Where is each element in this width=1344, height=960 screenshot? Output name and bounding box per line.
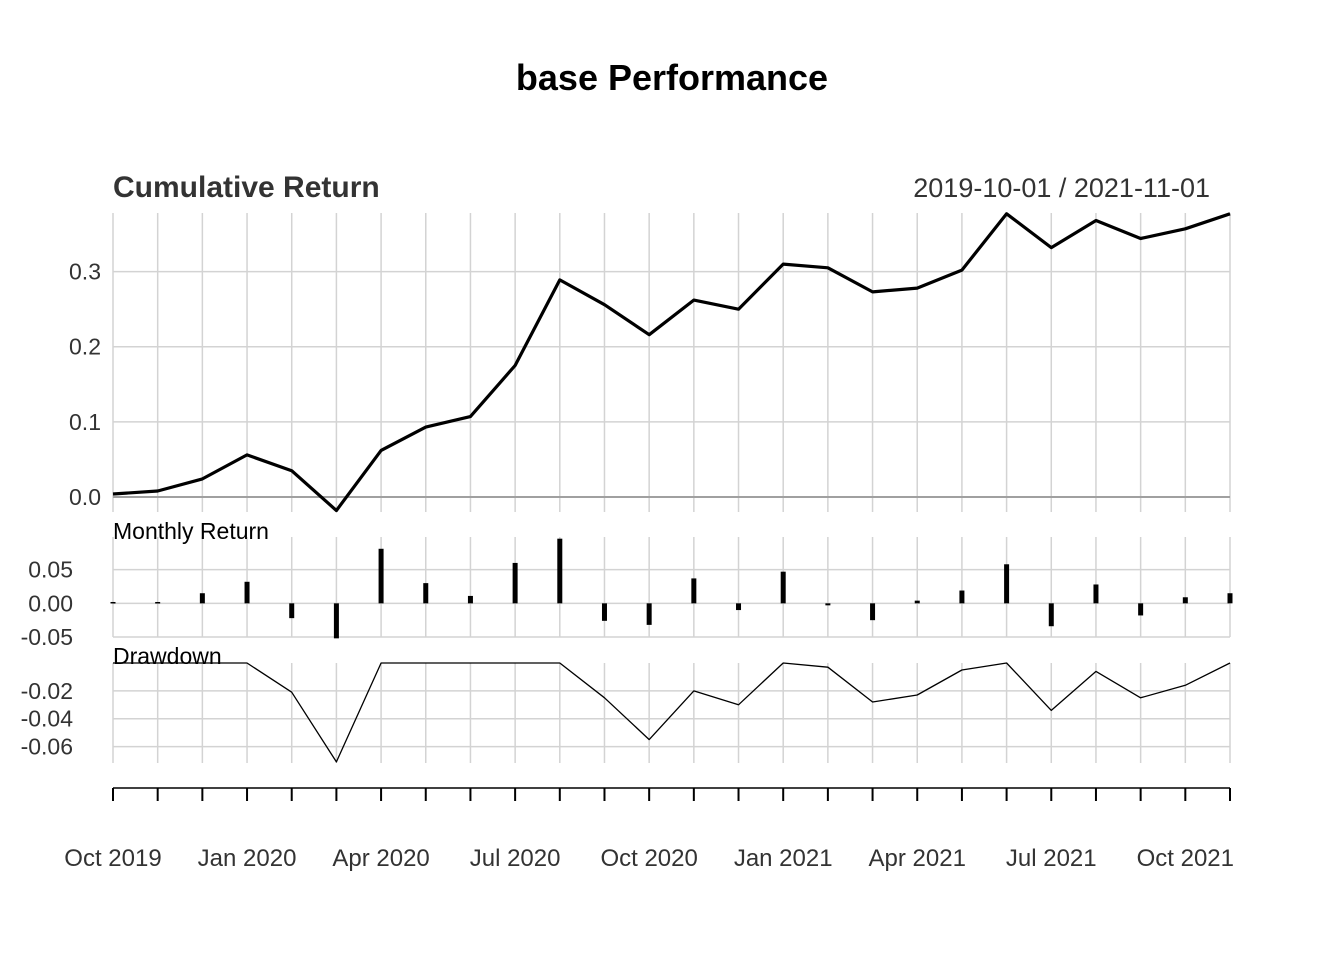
chart-title: base Performance [516,57,828,98]
return-bar [1182,597,1188,604]
return-bar [512,562,518,604]
return-bar [1004,564,1010,604]
return-bar [870,603,876,621]
x-tick-label: Jan 2021 [734,845,833,872]
drawdown-panel: -0.02-0.04-0.06 Drawdown [21,643,1231,763]
panel-title: Monthly Return [113,518,269,544]
return-bar [646,603,652,625]
x-tick-label: Jul 2020 [470,845,561,872]
return-bar [378,548,384,604]
return-bar [736,603,742,611]
y-tick-label: 0.1 [69,409,101,435]
x-axis: Oct 2019 Jan 2020 Apr 2020 Jul 2020 Oct 2020… [64,787,1234,872]
x-tick-label: Oct 2021 [1137,845,1234,872]
cumulative-return-line [112,212,1231,513]
return-bar [1093,584,1099,604]
y-tick-label: -0.04 [21,706,74,732]
panel-title: Drawdown [113,643,222,669]
y-tick-label: -0.06 [21,734,73,760]
return-bar [289,603,295,619]
return-bar [825,603,831,606]
date-range-label: 2019-10-01 / 2021-11-01 [913,173,1210,203]
y-tick-label: -0.05 [21,624,73,650]
return-bar [155,601,161,604]
drawdown-line [113,662,1231,763]
x-tick-label: Jan 2020 [198,845,297,872]
return-bar [959,590,965,604]
return-bar [691,578,697,604]
return-bar [467,595,473,604]
return-bar [601,603,607,621]
cumulative-return-panel: 0.3 0.2 0.1 0.0 [69,212,1231,513]
monthly-return-panel: 0.05 0.00 -0.05 Monthly Return [21,518,1233,650]
return-bar [423,583,429,604]
return-bar [1138,603,1144,616]
return-bar [199,593,205,604]
return-bar [780,571,786,604]
x-tick-label: Jul 2021 [1006,845,1097,872]
y-tick-label: -0.02 [21,678,73,704]
x-tick-label: Oct 2020 [600,845,697,872]
return-bar [914,600,920,604]
x-tick-label: Apr 2020 [332,845,429,872]
panel-title-cumulative-return: Cumulative Return [113,171,380,204]
return-bar [333,603,339,639]
y-tick-label: 0.05 [28,557,73,583]
x-tick-label: Apr 2021 [869,845,966,872]
y-tick-label: 0.3 [69,259,101,285]
return-bar [557,538,563,604]
y-tick-label: 0.00 [28,590,73,616]
y-tick-label: 0.0 [69,484,101,510]
return-bar [1227,593,1233,604]
y-tick-label: 0.2 [69,334,101,360]
x-tick-label: Oct 2019 [64,845,161,872]
return-bar [110,601,116,604]
return-bar [244,581,250,604]
return-bar [1048,603,1054,627]
